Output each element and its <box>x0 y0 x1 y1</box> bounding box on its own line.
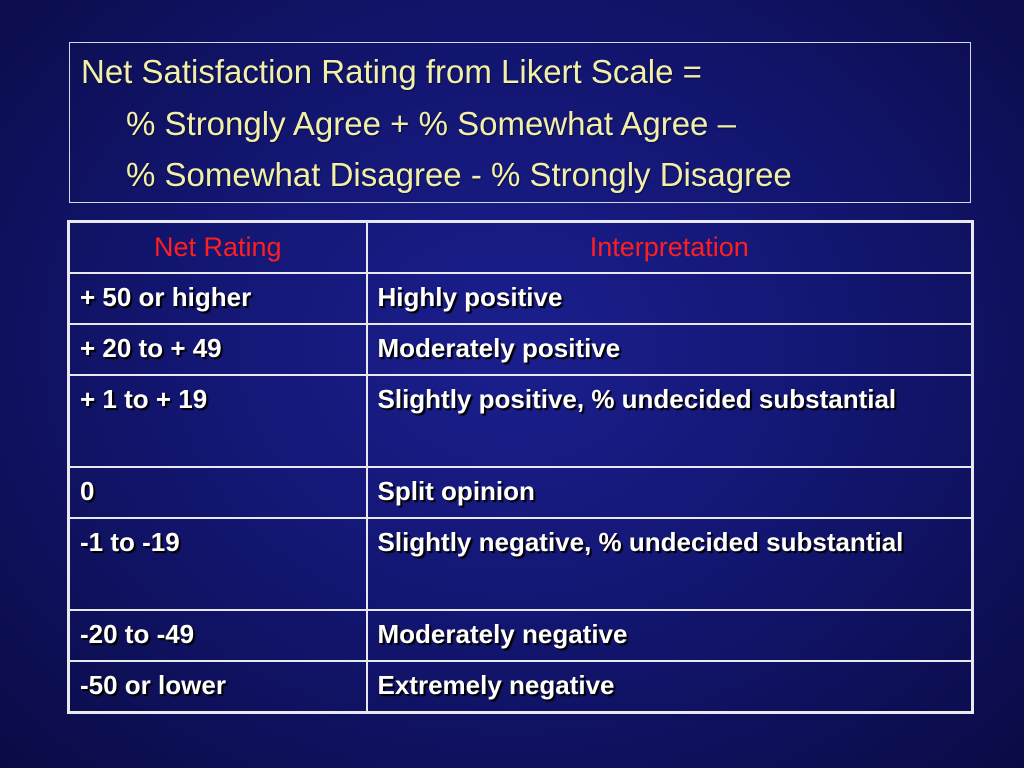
rating-cell: + 20 to + 49 <box>67 323 368 376</box>
rating-cell: + 50 or higher <box>67 272 368 325</box>
interpretation-cell: Moderately negative <box>365 609 974 662</box>
rating-cell: 0 <box>67 466 368 519</box>
table-row: + 50 or higher Highly positive <box>67 272 974 325</box>
rating-cell: + 1 to + 19 <box>67 374 368 468</box>
table-row: -1 to -19 Slightly negative, % undecided… <box>67 517 974 611</box>
table-row: + 20 to + 49 Moderately positive <box>67 323 974 376</box>
table-row: -20 to -49 Moderately negative <box>67 609 974 662</box>
interpretation-cell: Extremely negative <box>365 660 974 713</box>
table-row: -50 or lower Extremely negative <box>67 660 974 713</box>
header-net-rating: Net Rating <box>67 220 368 274</box>
formula-line-2: % Strongly Agree + % Somewhat Agree – <box>126 105 736 142</box>
interpretation-cell: Slightly negative, % undecided substanti… <box>365 517 974 611</box>
rating-table: Net Rating Interpretation + 50 or higher… <box>67 220 974 714</box>
rating-cell: -1 to -19 <box>67 517 368 611</box>
interpretation-cell: Highly positive <box>365 272 974 325</box>
table-row: + 1 to + 19 Slightly positive, % undecid… <box>67 374 974 468</box>
table-row: 0 Split opinion <box>67 466 974 519</box>
formula-line-1: Net Satisfaction Rating from Likert Scal… <box>81 53 702 90</box>
table-header-row: Net Rating Interpretation <box>67 220 974 274</box>
rating-cell: -50 or lower <box>67 660 368 713</box>
header-interpretation: Interpretation <box>365 220 974 274</box>
interpretation-cell: Moderately positive <box>365 323 974 376</box>
formula-line-3: % Somewhat Disagree - % Strongly Disagre… <box>126 156 792 193</box>
formula-box: Net Satisfaction Rating from Likert Scal… <box>69 42 971 203</box>
interpretation-cell: Slightly positive, % undecided substanti… <box>365 374 974 468</box>
interpretation-cell: Split opinion <box>365 466 974 519</box>
rating-cell: -20 to -49 <box>67 609 368 662</box>
